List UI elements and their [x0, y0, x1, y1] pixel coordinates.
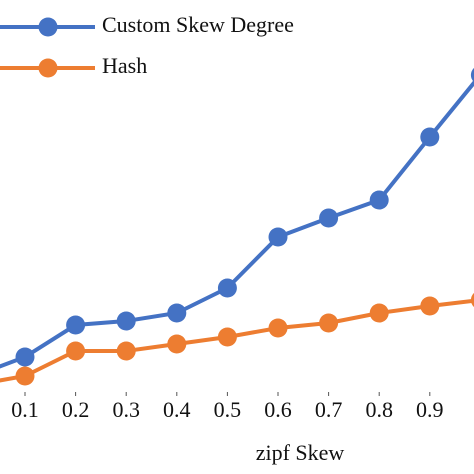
x-axis-label: zipf Skew	[256, 440, 345, 465]
data-point	[15, 366, 35, 386]
legend-label: Hash	[102, 53, 147, 78]
data-point	[470, 292, 474, 308]
data-point	[369, 303, 389, 323]
x-tick-label: 0.5	[214, 397, 242, 422]
data-point	[66, 315, 86, 335]
data-point	[167, 303, 187, 323]
x-tick-label: 0.4	[163, 397, 191, 422]
data-point	[217, 327, 237, 347]
x-tick-label: 0.8	[365, 397, 393, 422]
data-point	[167, 334, 187, 354]
data-point	[268, 227, 288, 247]
data-point	[369, 190, 389, 210]
data-point	[66, 341, 86, 361]
x-tick-label: 0.2	[62, 397, 90, 422]
series-line	[0, 298, 474, 383]
data-point	[116, 311, 136, 331]
data-point	[319, 208, 339, 228]
data-point	[217, 278, 237, 298]
data-point	[15, 347, 35, 367]
data-point	[116, 341, 136, 361]
x-tick-label: 0.9	[416, 397, 444, 422]
legend-marker	[38, 58, 58, 78]
data-point	[470, 67, 474, 83]
data-point	[420, 127, 440, 147]
x-tick-label: 0.6	[264, 397, 292, 422]
legend-marker	[38, 17, 58, 37]
data-point	[268, 318, 288, 338]
x-tick-label: 0.7	[315, 397, 343, 422]
legend-label: Custom Skew Degree	[102, 12, 294, 37]
data-point	[420, 296, 440, 316]
x-tick-label: 0.3	[112, 397, 140, 422]
data-point	[319, 313, 339, 333]
x-tick-label: 0.1	[11, 397, 39, 422]
